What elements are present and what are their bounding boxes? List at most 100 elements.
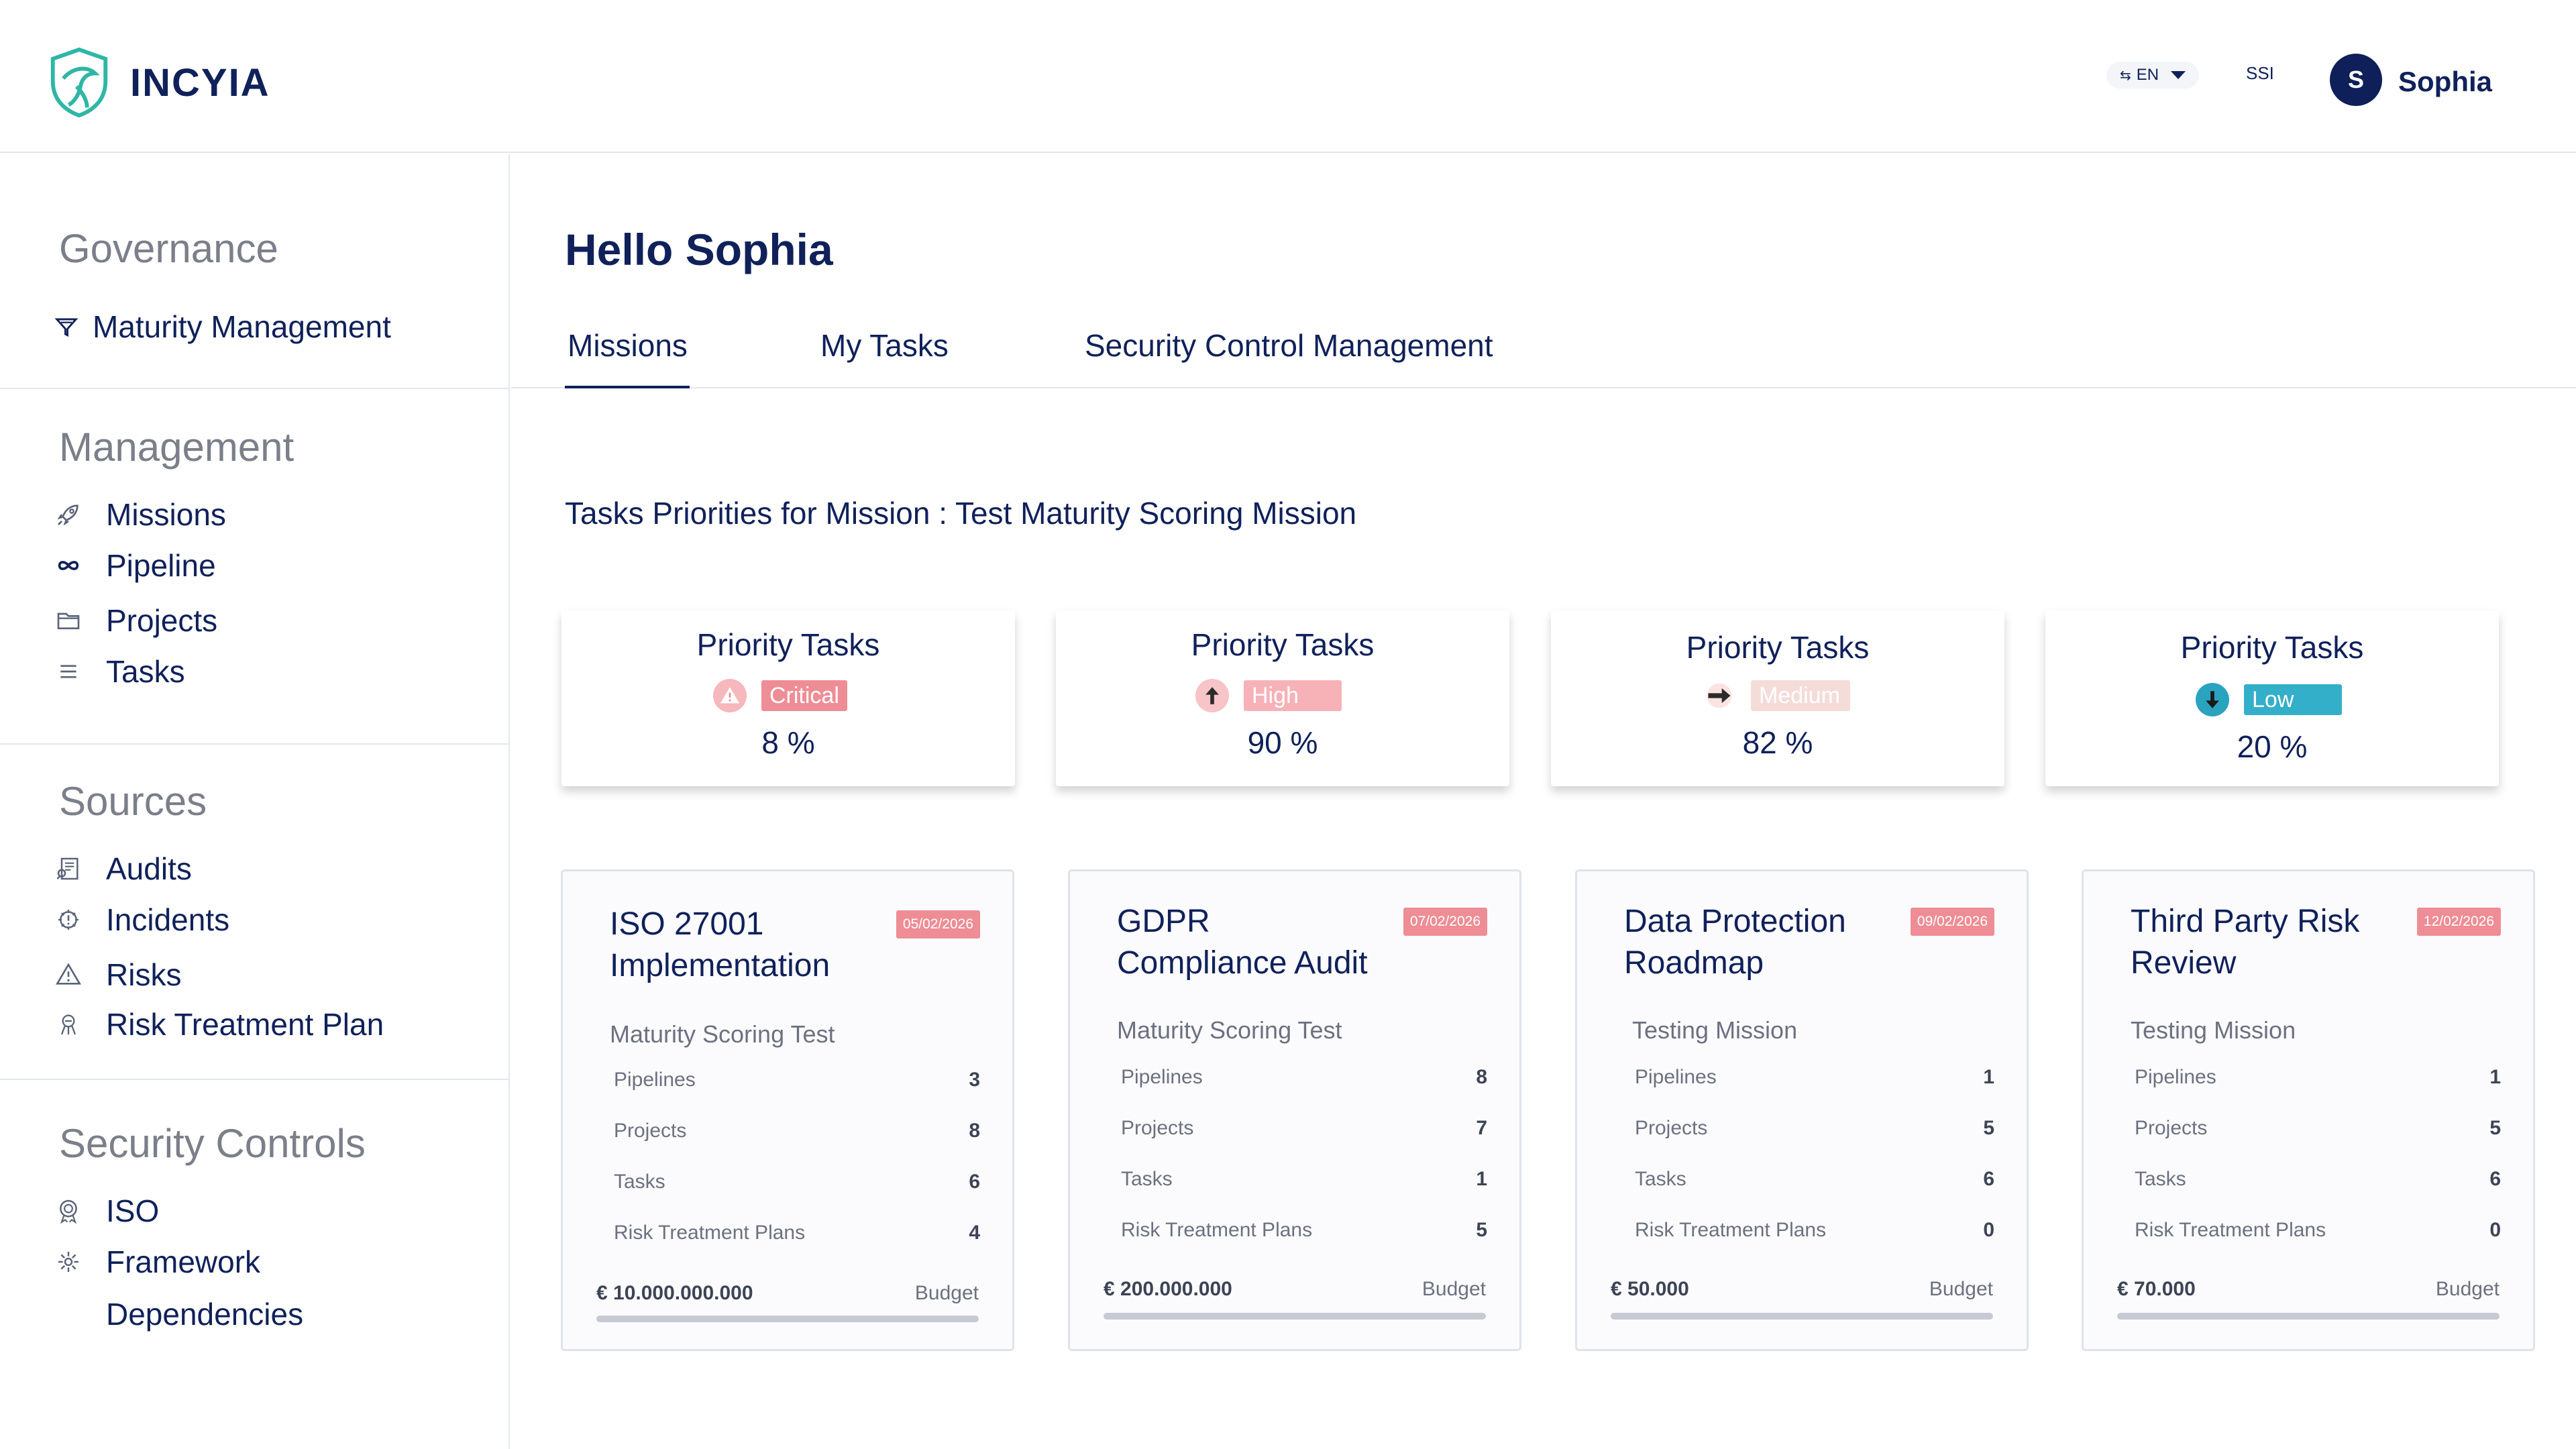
budget-progress-bar — [596, 1316, 979, 1322]
sidebar-item-label: Tasks — [106, 654, 185, 689]
mission-card[interactable]: GDPR Compliance Audit 07/02/2026 Maturit… — [1068, 869, 1521, 1351]
sidebar-item-framework[interactable]: Framework — [54, 1244, 260, 1280]
stat-value: 1 — [1476, 1168, 1487, 1190]
user-avatar[interactable]: S — [2330, 54, 2382, 106]
infinity-icon — [54, 551, 83, 580]
shield-logo-icon — [50, 47, 108, 118]
sidebar-item-label: Framework — [106, 1244, 261, 1279]
sidebar-divider — [0, 743, 510, 745]
warning-icon — [54, 960, 83, 989]
stat-value: 5 — [1983, 1117, 1994, 1139]
language-value: EN — [2136, 66, 2159, 84]
sidebar-item-projects[interactable]: Projects — [54, 602, 217, 639]
sidebar: Governance Maturity Management Managemen… — [0, 154, 510, 1449]
active-tab-indicator — [565, 386, 690, 388]
budget-row: € 200.000.000 Budget — [1104, 1278, 1486, 1301]
sidebar-item-maturity-management[interactable]: Maturity Management — [54, 309, 391, 345]
tab-my-tasks[interactable]: My Tasks — [820, 328, 949, 363]
stat-row-risk-treatment-plans: Risk Treatment Plans 4 — [614, 1222, 980, 1244]
stat-row-projects: Projects 8 — [614, 1120, 980, 1142]
stat-row-pipelines: Pipelines 8 — [1121, 1066, 1487, 1089]
budget-label: Budget — [1421, 1278, 1486, 1300]
mission-card-subtitle: Testing Mission — [1632, 1016, 1798, 1044]
mission-card-subtitle: Testing Mission — [2131, 1016, 2296, 1044]
stat-row-projects: Projects 5 — [1635, 1117, 1994, 1140]
list-icon — [54, 657, 83, 686]
stat-label: Risk Treatment Plans — [1121, 1219, 1313, 1241]
stat-row-tasks: Tasks 1 — [1121, 1168, 1487, 1191]
budget-label: Budget — [1929, 1278, 1993, 1300]
section-title-security-controls: Security Controls — [59, 1121, 366, 1166]
stat-label: Risk Treatment Plans — [2135, 1219, 2326, 1241]
sidebar-item-audits[interactable]: Audits — [54, 851, 192, 887]
priority-card-high[interactable]: Priority Tasks High 90 % — [1056, 610, 1509, 786]
arrow-up-icon — [1195, 679, 1229, 712]
mission-card-title: Third Party Risk Review — [2131, 904, 2360, 981]
stat-value: 6 — [969, 1171, 980, 1193]
mission-card[interactable]: Data Protection Roadmap 09/02/2026 Testi… — [1575, 869, 2029, 1351]
stat-row-tasks: Tasks 6 — [2135, 1168, 2501, 1191]
mission-card-subtitle: Maturity Scoring Test — [610, 1020, 835, 1048]
stat-label: Risk Treatment Plans — [1635, 1219, 1827, 1241]
priority-card-title: Priority Tasks — [2180, 630, 2364, 665]
language-selector[interactable]: ⇆ EN — [2106, 62, 2200, 89]
priority-badge: High — [1244, 680, 1342, 711]
stat-value: 7 — [1476, 1117, 1487, 1139]
priority-card-title: Priority Tasks — [696, 627, 880, 662]
mission-card-subtitle: Maturity Scoring Test — [1117, 1016, 1342, 1044]
stat-label: Risk Treatment Plans — [614, 1222, 806, 1244]
sidebar-item-pipeline[interactable]: Pipeline — [54, 547, 216, 584]
budget-row: € 50.000 Budget — [1611, 1278, 1993, 1301]
priority-badge: Critical — [761, 680, 847, 711]
tab-security-control-management[interactable]: Security Control Management — [1085, 328, 1493, 363]
sidebar-item-label: Audits — [106, 851, 192, 886]
priority-card-low[interactable]: Priority Tasks Low 20 % — [2045, 610, 2499, 786]
sidebar-item-label: Incidents — [106, 902, 230, 937]
stat-label: Tasks — [2135, 1168, 2186, 1190]
priority-card-medium[interactable]: Priority Tasks Medium 82 % — [1551, 610, 2004, 786]
stat-label: Tasks — [1635, 1168, 1686, 1190]
ssi-label[interactable]: SSI — [2246, 63, 2274, 83]
stat-row-pipelines: Pipelines 1 — [2135, 1066, 2501, 1089]
priority-card-critical[interactable]: Priority Tasks Critical 8 % — [561, 610, 1015, 786]
stat-row-risk-treatment-plans: Risk Treatment Plans 0 — [2135, 1219, 2501, 1242]
stat-value: 0 — [2489, 1219, 2501, 1241]
mission-card[interactable]: Third Party Risk Review 12/02/2026 Testi… — [2082, 869, 2535, 1351]
stat-value: 0 — [1983, 1219, 1994, 1241]
user-name[interactable]: Sophia — [2398, 66, 2493, 97]
mission-card-title: GDPR Compliance Audit — [1117, 904, 1368, 981]
sidebar-item-iso[interactable]: ISO — [54, 1193, 159, 1229]
blank-icon — [54, 1299, 83, 1329]
tab-missions[interactable]: Missions — [568, 328, 688, 363]
mission-card[interactable]: ISO 27001 Implementation 05/02/2026 Matu… — [561, 869, 1014, 1351]
budget-progress-bar — [1104, 1313, 1486, 1320]
stat-value: 5 — [1476, 1219, 1487, 1241]
app-logo[interactable]: INCYIA — [47, 47, 270, 118]
folder-icon — [54, 606, 83, 635]
stat-row-projects: Projects 7 — [1121, 1117, 1487, 1140]
sidebar-item-missions[interactable]: Missions — [54, 496, 226, 533]
sidebar-item-incidents[interactable]: Incidents — [54, 902, 229, 938]
top-header: INCYIA ⇆ EN SSI S Sophia — [0, 0, 2576, 153]
stat-row-risk-treatment-plans: Risk Treatment Plans 5 — [1121, 1219, 1487, 1242]
framework-icon — [54, 1247, 83, 1277]
stat-value: 6 — [2489, 1168, 2501, 1190]
sidebar-item-risk-treatment-plan[interactable]: Risk Treatment Plan — [54, 1006, 384, 1042]
app-name: INCYIA — [130, 60, 270, 105]
stat-row-tasks: Tasks 6 — [614, 1171, 980, 1193]
sidebar-item-tasks[interactable]: Tasks — [54, 653, 185, 690]
warning-icon — [713, 679, 747, 712]
mission-date-badge: 05/02/2026 — [896, 910, 980, 938]
sidebar-item-label: Missions — [106, 497, 226, 532]
mission-priorities-heading: Tasks Priorities for Mission : Test Matu… — [565, 496, 1357, 531]
iso-icon — [54, 1196, 83, 1226]
sidebar-item-risks[interactable]: Risks — [54, 957, 181, 993]
priority-percent: 8 % — [761, 725, 815, 760]
sidebar-item-dependencies[interactable]: Dependencies — [54, 1296, 303, 1332]
sidebar-item-label: Projects — [106, 603, 218, 638]
stat-label: Projects — [1635, 1117, 1708, 1139]
funnel-icon — [54, 312, 79, 341]
sidebar-divider — [0, 388, 510, 389]
stat-row-risk-treatment-plans: Risk Treatment Plans 0 — [1635, 1219, 1994, 1242]
mission-card-title: Data Protection Roadmap — [1624, 904, 1846, 981]
